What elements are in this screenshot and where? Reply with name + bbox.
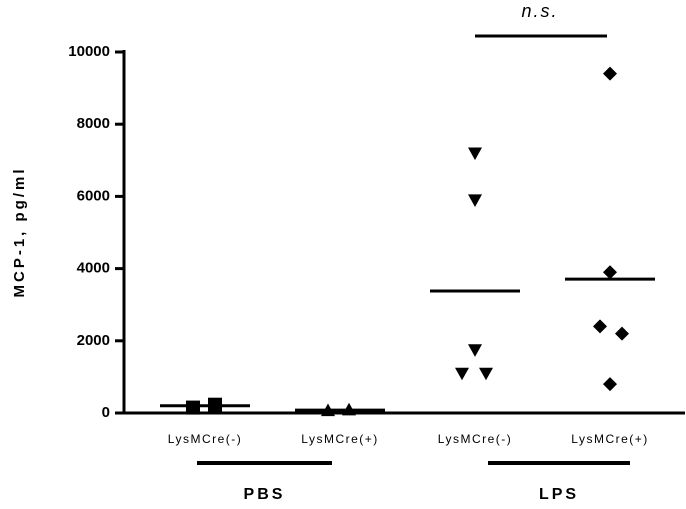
group-label: PBS xyxy=(244,486,286,503)
data-point xyxy=(468,344,482,357)
y-tick-label: 6000 xyxy=(77,187,110,204)
data-point xyxy=(468,194,482,208)
data-point xyxy=(321,403,335,417)
data-point xyxy=(603,66,617,81)
group-label: LPS xyxy=(539,486,579,503)
annotation: n.s. xyxy=(521,1,558,21)
y-tick-label: 0 xyxy=(102,404,110,421)
data-point xyxy=(208,397,222,412)
data-point xyxy=(603,377,617,392)
y-axis-label: MCP-1, pg/ml xyxy=(11,166,28,297)
y-tick-label: 10000 xyxy=(68,43,110,60)
y-tick-label: 8000 xyxy=(77,115,110,132)
data-point xyxy=(479,367,493,381)
data-point xyxy=(342,402,356,416)
data-point xyxy=(186,400,200,415)
x-tick-label: LysMCre(+) xyxy=(571,432,649,446)
data-point xyxy=(615,326,629,341)
data-point xyxy=(603,265,617,280)
y-tick-label: 2000 xyxy=(77,332,110,349)
data-point xyxy=(455,367,469,381)
data-point xyxy=(593,319,607,334)
x-tick-label: LysMCre(+) xyxy=(301,432,379,446)
y-tick-label: 4000 xyxy=(77,260,110,277)
x-tick-label: LysMCre(-) xyxy=(168,432,243,446)
data-point xyxy=(468,147,482,161)
x-tick-label: LysMCre(-) xyxy=(438,432,513,446)
